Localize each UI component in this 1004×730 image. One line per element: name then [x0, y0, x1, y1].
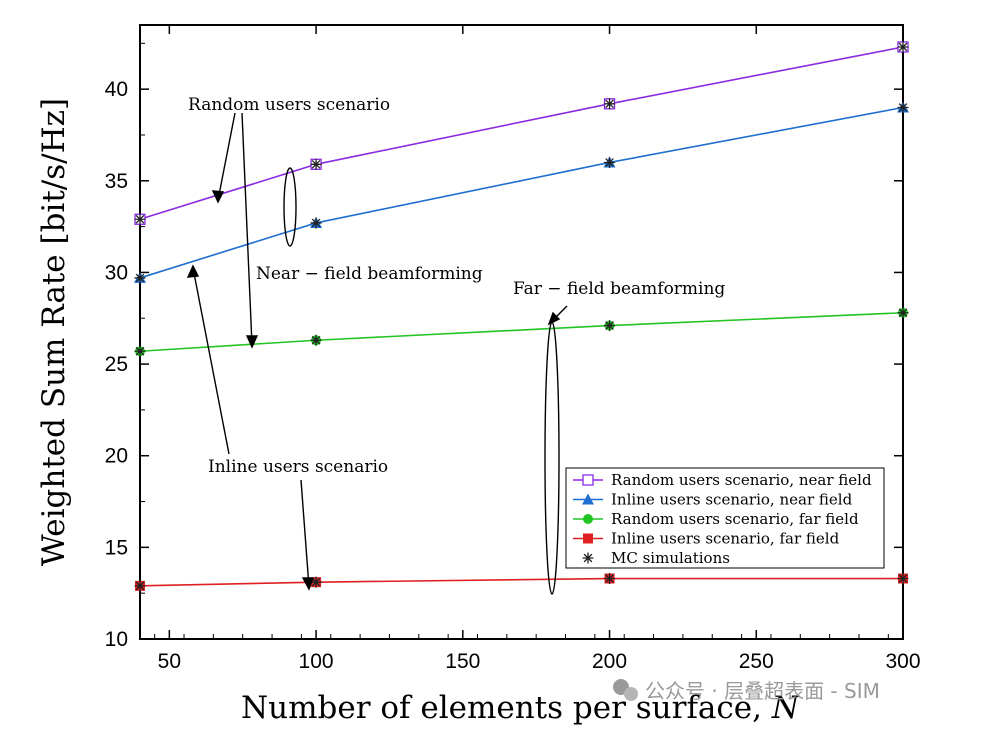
- mc-marker: [897, 101, 909, 113]
- annotation-arrow-inline-2: [300, 479, 310, 588]
- annotation-arrowhead-far: [547, 311, 561, 326]
- mc-marker: [310, 576, 322, 588]
- legend-marker: [582, 474, 594, 486]
- mc-marker: [897, 573, 909, 585]
- series-line: [139, 106, 904, 279]
- mc-marker: [134, 213, 146, 225]
- series-2: [134, 101, 909, 284]
- x-axis-title-text: Number of elements per surface,: [241, 690, 772, 726]
- mc-marker: [310, 217, 322, 229]
- series-line: [139, 311, 904, 353]
- x-tick-label: 200: [592, 650, 627, 673]
- legend-label: Random users scenario, near field: [611, 471, 872, 489]
- annotation-arrow-random-1: [217, 112, 236, 201]
- plot-area: [139, 24, 904, 640]
- legend-marker: [583, 514, 593, 524]
- y-tick-label: 15: [105, 536, 128, 559]
- annotation-inline: Inline users scenario: [208, 457, 388, 477]
- legend-items: Random users scenario, near field Inline …: [573, 471, 872, 567]
- series-3: [134, 307, 909, 357]
- y-tick-label: 35: [105, 170, 128, 193]
- mc-marker: [604, 98, 616, 110]
- y-tick-label: 25: [105, 353, 128, 376]
- watermark-text: 公众号 · 层叠超表面 - SIM: [645, 679, 880, 703]
- annotation-arrow-inline-1: [192, 267, 230, 455]
- y-tick-label: 40: [105, 78, 128, 101]
- y-axis-title: Weighted Sum Rate [bit/s/Hz]: [36, 98, 72, 566]
- wechat-icon-bubble-2: [624, 687, 638, 701]
- mc-marker: [134, 580, 146, 592]
- annotations: [186, 112, 568, 595]
- legend-marker: [583, 533, 593, 544]
- legend-label: Inline users scenario, near field: [611, 491, 853, 509]
- legend-label: MC simulations: [611, 549, 730, 567]
- x-tick-label: 250: [739, 650, 774, 673]
- watermark: 公众号 · 层叠超表面 - SIM: [613, 679, 880, 703]
- legend-marker: [582, 493, 594, 505]
- annotation-arrow-random-2: [241, 112, 253, 346]
- legend-label: Random users scenario, far field: [611, 510, 859, 528]
- mc-marker: [604, 156, 616, 168]
- legend-label: Inline users scenario, far field: [611, 530, 840, 548]
- mc-marker: [310, 158, 322, 170]
- x-tick-label: 50: [158, 650, 181, 673]
- mc-marker: [604, 320, 616, 332]
- legend-box: [565, 467, 885, 569]
- y-tick-label: 10: [105, 628, 128, 651]
- mc-marker: [604, 573, 616, 585]
- annotation-arrowhead-inline-1: [186, 264, 200, 278]
- x-tick-label: 150: [445, 650, 480, 673]
- y-tick-label: 20: [105, 445, 128, 468]
- mc-marker: [310, 334, 322, 346]
- series-layer: [134, 41, 909, 592]
- legend: Random users scenario, near field Inline …: [565, 467, 885, 569]
- mc-marker: [897, 41, 909, 53]
- annotation-near: Near − field beamforming: [256, 264, 483, 284]
- x-tick-label: 300: [885, 650, 920, 673]
- mc-marker: [134, 272, 146, 284]
- x-axis-title: Number of elements per surface, N: [241, 690, 801, 726]
- annotation-far: Far − field beamforming: [513, 279, 725, 299]
- annotation-arrowhead-random-2: [245, 335, 259, 349]
- axis-ticks: 50 100 150 200 250 300 10 15 20 25 30 35 40: [105, 25, 921, 673]
- annotation-random: Random users scenario: [188, 95, 390, 115]
- x-tick-label: 100: [299, 650, 334, 673]
- series-1: [134, 41, 909, 225]
- series-4: [134, 573, 909, 592]
- x-axis-title-var: N: [771, 690, 801, 726]
- legend-marker: [582, 552, 594, 564]
- mc-marker: [897, 307, 909, 319]
- mc-marker: [134, 345, 146, 357]
- near-field-ellipse: [283, 167, 297, 247]
- annotation-arrowhead-inline-2: [301, 577, 314, 591]
- series-line: [139, 577, 903, 587]
- series-line: [139, 46, 904, 221]
- annotation-arrowhead-random-1: [211, 190, 225, 204]
- far-field-ellipse: [544, 321, 560, 595]
- y-tick-label: 30: [105, 261, 128, 284]
